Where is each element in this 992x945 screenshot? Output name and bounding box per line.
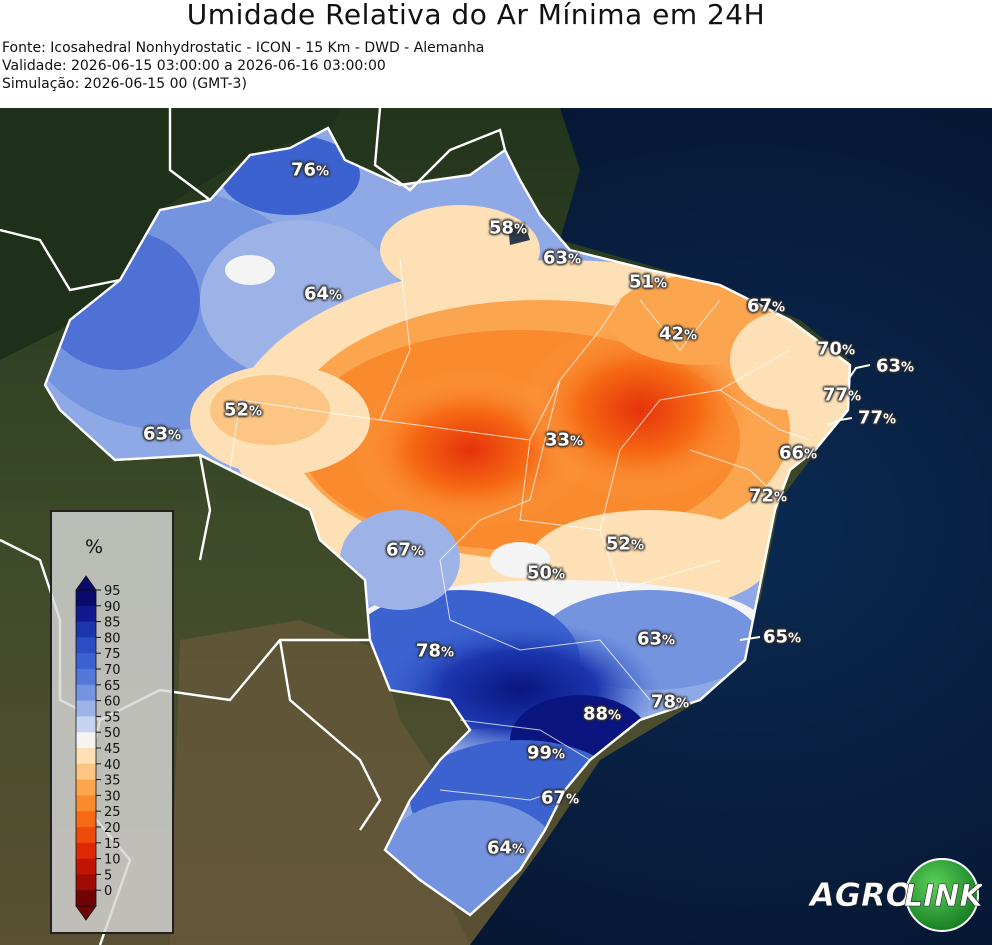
legend-tick-label: 95 (104, 584, 121, 599)
humidity-label: 66% (778, 442, 818, 464)
legend-tick-label: 15 (104, 837, 121, 852)
legend-tick-label: 40 (104, 758, 121, 773)
legend-swatch (76, 763, 96, 781)
legend-swatch (76, 621, 96, 638)
legend-swatch (76, 669, 96, 686)
legend-swatch (76, 874, 96, 891)
humidity-label: 72% (748, 485, 788, 507)
humidity-label: 51% (628, 271, 668, 293)
legend-swatch (76, 684, 96, 702)
humidity-label: 64% (486, 837, 526, 859)
humidity-label: 50% (526, 562, 566, 584)
legend-tick-label: 30 (104, 789, 121, 804)
legend-swatch (76, 700, 96, 717)
legend-swatch (76, 590, 96, 607)
legend-swatch (76, 653, 96, 670)
validity-line: Validade: 2026-06-15 03:00:00 a 2026-06-… (2, 58, 386, 74)
legend-tick-label: 70 (104, 663, 121, 678)
legend-arrow-bottom (75, 905, 97, 921)
legend-tick-label: 50 (104, 726, 121, 741)
humidity-label: 52% (223, 399, 263, 421)
humidity-label: 67% (746, 295, 786, 317)
svg-text:AGRO: AGRO (807, 876, 913, 914)
legend-swatch (76, 827, 96, 844)
legend-tick-label: 20 (104, 821, 121, 836)
legend-tick-label: 75 (104, 647, 121, 662)
legend-swatch (76, 858, 96, 875)
humidity-label: 52% (605, 533, 645, 555)
legend-tick-label: 85 (104, 616, 121, 631)
humidity-label: 78% (415, 640, 455, 662)
humidity-label: 76% (290, 159, 330, 181)
humidity-label: 64% (303, 283, 343, 305)
legend-swatch (76, 890, 96, 907)
humidity-label: 99% (526, 742, 566, 764)
legend-tick-label: 90 (104, 600, 121, 615)
legend-tick-label: 35 (104, 774, 121, 789)
legend-swatch (76, 732, 96, 749)
legend-tick-label: 10 (104, 853, 121, 868)
humidity-label: 77% (857, 407, 897, 429)
legend-tick-label: 0 (104, 884, 112, 899)
legend-swatch (76, 811, 96, 828)
humidity-map (0, 108, 992, 945)
humidity-label: 63% (875, 355, 915, 377)
humidity-label: 33% (544, 429, 584, 451)
simulation-line: Simulação: 2026-06-15 00 (GMT-3) (2, 76, 247, 92)
humidity-label: 58% (488, 217, 528, 239)
humidity-label: 63% (542, 247, 582, 269)
legend-swatch (76, 637, 96, 654)
legend-tick-label: 25 (104, 805, 121, 820)
svg-text:LINK: LINK (904, 879, 982, 914)
humidity-label: 70% (816, 338, 856, 360)
humidity-label: 78% (650, 691, 690, 713)
color-legend: % 95 90 85 80 75 70 65 60 55 50 45 40 35 30 25 20 15 10 5 0 (50, 510, 174, 934)
humidity-field (45, 128, 850, 915)
humidity-label: 67% (385, 539, 425, 561)
humidity-label: 88% (582, 703, 622, 725)
source-line: Fonte: Icosahedral Nonhydrostatic - ICON… (2, 40, 485, 56)
legend-swatch (76, 605, 96, 623)
callout-lines (739, 364, 871, 641)
agrolink-logo: AGRO LINK (806, 858, 986, 932)
legend-tick-label: 60 (104, 695, 121, 710)
state-borders (229, 259, 811, 801)
humidity-label: 63% (636, 628, 676, 650)
legend-swatch (76, 716, 96, 733)
legend-tick-label: 5 (104, 868, 112, 883)
humidity-label: 77% (822, 384, 862, 406)
legend-swatch (76, 748, 96, 765)
legend-tick-label: 80 (104, 631, 121, 646)
humidity-label: 65% (762, 626, 802, 648)
legend-swatch (76, 842, 96, 860)
map-canvas (0, 108, 992, 945)
humidity-label: 67% (540, 787, 580, 809)
legend-unit: % (84, 536, 104, 558)
map-title: Umidade Relativa do Ar Mínima em 24H (186, 0, 766, 31)
legend-swatch (76, 779, 96, 796)
humidity-label: 42% (658, 323, 698, 345)
legend-tick-label: 65 (104, 679, 121, 694)
legend-tick-label: 55 (104, 710, 121, 725)
humidity-label: 63% (142, 423, 182, 445)
legend-tick-label: 45 (104, 742, 121, 757)
legend-arrow-top (75, 575, 97, 591)
legend-swatch (76, 795, 96, 812)
